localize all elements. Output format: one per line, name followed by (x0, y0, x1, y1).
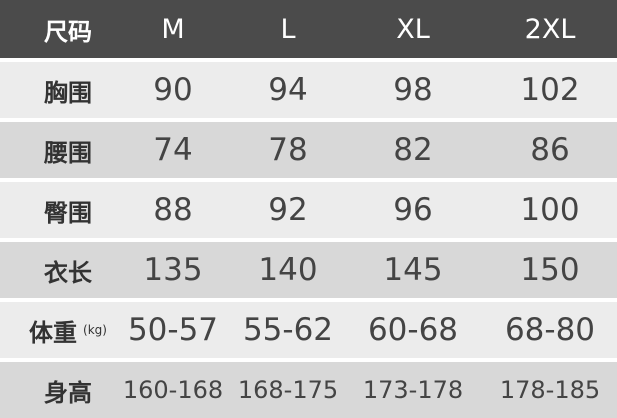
row-unit: (kg) (83, 323, 107, 337)
table-cell: 168-175 (237, 376, 339, 404)
table-cell: 173-178 (362, 376, 464, 404)
table-row: 身高 160-168 168-175 173-178 178-185 (0, 362, 617, 418)
table-cell: 178-185 (499, 376, 601, 404)
table-cell: 102 (520, 72, 580, 108)
row-label-cell: 臀围 (0, 182, 136, 238)
table-cell: 150 (520, 252, 580, 288)
row-label-cell: 衣长 (0, 242, 136, 298)
row-label: 身高 (44, 378, 92, 407)
table-cell: 94 (268, 72, 308, 108)
table-cell: 160-168 (122, 376, 224, 404)
table-cell: 135 (143, 252, 203, 288)
table-cell: 60-68 (367, 312, 459, 348)
header-row: 尺码 M L XL 2XL (0, 0, 617, 58)
table-cell: 98 (393, 72, 433, 108)
table-cell: 86 (530, 132, 570, 168)
table-row: 臀围 88 92 96 100 (0, 182, 617, 238)
table-cell: 140 (258, 252, 318, 288)
row-label: 衣长 (44, 258, 92, 287)
row-label-cell: 身高 (0, 362, 136, 418)
row-label-cell: 体重 (kg) (0, 302, 136, 358)
table-cell: 145 (383, 252, 443, 288)
row-label-cell: 腰围 (0, 122, 136, 178)
header-cell: L (280, 13, 296, 45)
table-cell: 100 (520, 192, 580, 228)
table-row: 腰围 74 78 82 86 (0, 122, 617, 178)
table-cell: 68-80 (504, 312, 596, 348)
table-row: 胸围 90 94 98 102 (0, 62, 617, 118)
table-cell: 90 (153, 72, 193, 108)
header-cell: 尺码 (44, 17, 92, 46)
row-label-cell: 胸围 (0, 62, 136, 118)
header-cell: XL (396, 13, 430, 45)
row-label: 腰围 (44, 138, 92, 167)
table-row: 衣长 135 140 145 150 (0, 242, 617, 298)
row-label: 臀围 (44, 198, 92, 227)
table-cell: 50-57 (127, 312, 219, 348)
table-cell: 88 (153, 192, 193, 228)
table-cell: 96 (393, 192, 433, 228)
row-label: 体重 (29, 318, 78, 347)
table-cell: 74 (153, 132, 193, 168)
header-cell: 2XL (524, 13, 576, 45)
table-cell: 82 (393, 132, 433, 168)
table-row: 体重 (kg) 50-57 55-62 60-68 68-80 (0, 302, 617, 358)
table-cell: 55-62 (242, 312, 334, 348)
row-label: 胸围 (44, 78, 92, 107)
table-cell: 92 (268, 192, 308, 228)
table-cell: 78 (268, 132, 308, 168)
header-cell: M (161, 13, 185, 45)
